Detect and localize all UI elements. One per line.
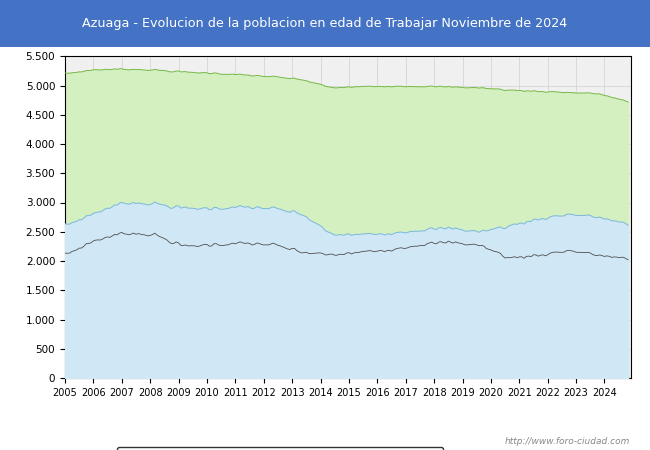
Text: Azuaga - Evolucion de la poblacion en edad de Trabajar Noviembre de 2024: Azuaga - Evolucion de la poblacion en ed… — [83, 17, 567, 30]
Text: http://www.foro-ciudad.com: http://www.foro-ciudad.com — [505, 436, 630, 446]
Legend: Ocupados, Parados, Hab. entre 16-64: Ocupados, Parados, Hab. entre 16-64 — [116, 447, 443, 450]
